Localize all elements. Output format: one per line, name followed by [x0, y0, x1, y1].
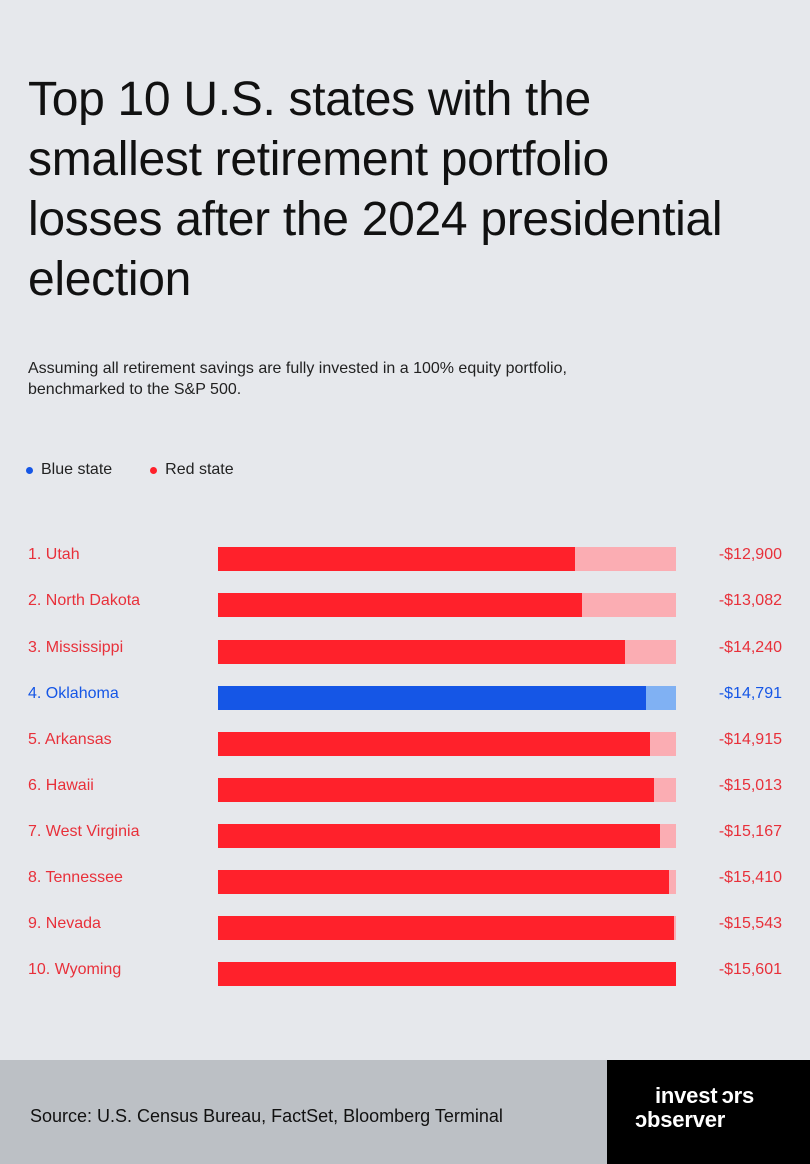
- bar-row: 1. Utah -$12,900: [0, 546, 810, 571]
- brand-logo-line2: ɔbserver: [635, 1107, 726, 1132]
- category-label: 8. Tennessee: [28, 869, 123, 886]
- bar: [218, 916, 674, 940]
- bar: [218, 962, 676, 986]
- legend-item-blue: Blue state: [26, 461, 112, 479]
- bar-row: 9. Nevada -$15,543: [0, 915, 810, 940]
- value-label: -$15,013: [718, 777, 782, 794]
- bar-row: 4. Oklahoma -$14,791: [0, 685, 810, 710]
- legend: Blue state Red state: [26, 461, 234, 479]
- bar: [218, 732, 650, 756]
- bar-row: 5. Arkansas -$14,915: [0, 731, 810, 756]
- bar-row: 2. North Dakota -$13,082: [0, 592, 810, 617]
- value-label: -$15,543: [718, 915, 782, 932]
- category-label: 3. Mississippi: [28, 639, 124, 656]
- bar: [218, 547, 575, 571]
- legend-item-red: Red state: [150, 461, 234, 479]
- category-label: 6. Hawaii: [28, 777, 94, 794]
- category-label: 1. Utah: [28, 546, 80, 563]
- bar-track: [218, 962, 676, 986]
- bar: [218, 870, 669, 894]
- bar-row: 3. Mississippi -$14,240: [0, 639, 810, 664]
- bar: [218, 640, 625, 664]
- value-label: -$14,791: [718, 685, 782, 702]
- value-label: -$12,900: [718, 546, 782, 563]
- category-label: 4. Oklahoma: [28, 685, 119, 702]
- bar-track: [218, 778, 676, 802]
- legend-dot-blue-icon: [26, 466, 33, 474]
- category-label: 5. Arkansas: [28, 731, 112, 748]
- value-label: -$15,167: [718, 823, 782, 840]
- bar-track: [218, 732, 676, 756]
- footer: Source: U.S. Census Bureau, FactSet, Blo…: [0, 1060, 810, 1164]
- value-label: -$14,915: [718, 731, 782, 748]
- category-label: 10. Wyoming: [28, 961, 122, 978]
- brand-logo-line1: invest ɔrs: [655, 1083, 755, 1108]
- brand-logo: invest ɔrs ɔbserver: [607, 1060, 810, 1164]
- legend-label-red: Red state: [165, 461, 234, 478]
- bar-track: [218, 824, 676, 848]
- bar-track: [218, 640, 676, 664]
- bar-track: [218, 916, 676, 940]
- value-label: -$13,082: [718, 592, 782, 609]
- value-label: -$15,410: [718, 869, 782, 886]
- chart-subtitle: Assuming all retirement savings are full…: [28, 360, 567, 398]
- bar-row: 7. West Virginia -$15,167: [0, 823, 810, 848]
- bar-row: 6. Hawaii -$15,013: [0, 777, 810, 802]
- bar-row: 10. Wyoming -$15,601: [0, 961, 810, 986]
- category-label: 2. North Dakota: [28, 592, 141, 609]
- value-label: -$15,601: [718, 961, 782, 978]
- bar-track: [218, 547, 676, 571]
- bar: [218, 824, 660, 848]
- chart-title: Top 10 U.S. states with the smallest ret…: [28, 73, 723, 306]
- bar: [218, 778, 654, 802]
- bar-track: [218, 870, 676, 894]
- source-note: Source: U.S. Census Bureau, FactSet, Blo…: [30, 1106, 503, 1126]
- category-label: 9. Nevada: [28, 915, 101, 932]
- bar: [218, 686, 646, 710]
- bar-track: [218, 686, 676, 710]
- bar-track: [218, 593, 676, 617]
- bar: [218, 593, 582, 617]
- category-label: 7. West Virginia: [28, 823, 140, 840]
- legend-label-blue: Blue state: [41, 461, 113, 478]
- value-label: -$14,240: [718, 639, 782, 656]
- bar-row: 8. Tennessee -$15,410: [0, 869, 810, 894]
- legend-dot-red-icon: [150, 466, 158, 474]
